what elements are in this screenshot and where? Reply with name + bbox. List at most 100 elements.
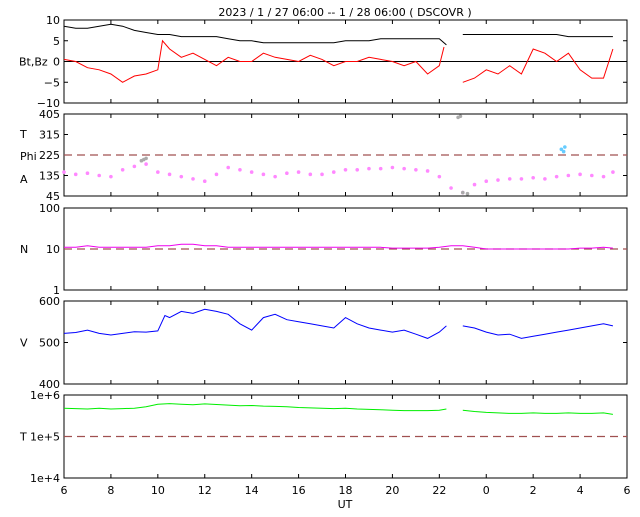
data-point-angle_scatter — [343, 168, 348, 172]
data-point-angle_scatter — [109, 174, 113, 179]
panel-frame — [63, 300, 628, 385]
x-tick-label: 8 — [107, 484, 114, 497]
y-tick-label: 1 — [53, 284, 60, 297]
y-axis-label: V — [20, 337, 28, 350]
data-point-angle_scatter — [261, 172, 266, 177]
panel-magnetic-field: 10 5 0 −5 −10 Bt,Bz — [19, 14, 628, 110]
data-point-angle_scatter — [543, 177, 547, 181]
data-point-angle_scatter — [285, 171, 289, 176]
x-tick-label: 6 — [624, 484, 631, 497]
y-tick-label: 500 — [39, 337, 60, 350]
data-point-angle_scatter — [179, 174, 184, 179]
y-axis-label: T — [19, 431, 27, 444]
data-point-angle_scatter — [578, 172, 582, 177]
data-point-angle_scatter — [73, 172, 78, 177]
data-point-angle_scatter — [590, 173, 594, 178]
data-point-angle_scatter — [167, 172, 172, 177]
y-tick-label: 405 — [39, 108, 60, 121]
data-point-angle_scatter — [226, 165, 231, 170]
y-tick-label: 10 — [46, 243, 60, 256]
y-axis-label: N — [20, 243, 28, 256]
data-point-angle_scatter — [320, 172, 324, 177]
data-point-angle_scatter — [296, 170, 301, 174]
series-line-speed — [63, 308, 614, 339]
x-tick-label: 12 — [198, 484, 212, 497]
panel-angles: 405 315 225 135 45 T Phi A — [19, 108, 628, 203]
y-tick-label: 600 — [39, 295, 60, 308]
series-line-temperature — [63, 403, 613, 415]
data-point-angle_scatter — [367, 166, 371, 171]
y-tick-label: 315 — [39, 129, 60, 142]
y-tick-label: 135 — [39, 170, 60, 183]
data-point-angle_scatter — [496, 178, 500, 182]
x-tick-label: 16 — [292, 484, 306, 497]
series-line-bz — [63, 39, 614, 83]
data-point-temp_scatter — [458, 114, 463, 119]
x-tick-label: 20 — [385, 484, 399, 497]
data-point-angle_scatter — [331, 170, 336, 174]
data-point-angle_scatter — [566, 173, 571, 178]
data-point-angle_scatter — [390, 165, 395, 170]
data-point-angle_scatter — [62, 170, 66, 174]
data-point-angle_scatter — [120, 168, 125, 172]
data-point-angle_scatter — [414, 168, 418, 172]
data-point-angle_scatter — [273, 174, 277, 179]
y-tick-label: 100 — [39, 202, 60, 215]
panel-temperature: 6 8 10 12 14 16 18 20 22 0 2 4 6 1e+6 1e+5 1e+4 T — [19, 389, 631, 497]
y-tick-label: −10 — [37, 97, 60, 110]
y-axis-label: T — [19, 128, 27, 141]
data-point-angle_scatter — [97, 173, 101, 178]
data-point-angle_scatter — [402, 166, 406, 171]
x-tick-label: 0 — [483, 484, 490, 497]
y-tick-label: 0 — [53, 56, 60, 69]
data-point-angle_scatter — [144, 162, 148, 166]
data-point-angle_scatter — [507, 177, 512, 181]
data-point-angle_scatter — [601, 174, 606, 179]
y-axis-label: Bt,Bz — [19, 56, 48, 69]
data-point-angle_scatter — [484, 179, 489, 183]
data-point-angle_scatter — [611, 170, 615, 174]
data-point-angle_scatter — [202, 179, 207, 183]
data-point-angle_scatter — [437, 174, 442, 179]
data-point-angle_scatter — [425, 169, 430, 173]
data-point-angle_scatter — [249, 170, 254, 174]
x-tick-label: 10 — [151, 484, 165, 497]
x-tick-label: 14 — [245, 484, 259, 497]
data-point-angle_scatter — [156, 170, 160, 174]
y-tick-label: 225 — [39, 149, 60, 162]
y-tick-label: 1e+4 — [30, 472, 60, 485]
x-tick-label: 4 — [577, 484, 584, 497]
x-tick-label: 2 — [530, 484, 537, 497]
x-tick-label: 22 — [432, 484, 446, 497]
data-point-angle_scatter — [472, 182, 477, 187]
data-point-angle_scatter — [85, 171, 90, 176]
x-tick-label: 18 — [339, 484, 353, 497]
y-axis-label: Phi — [20, 150, 37, 163]
data-point-angle_scatter — [238, 168, 242, 172]
series-line-density — [64, 243, 613, 250]
y-tick-label: 400 — [39, 378, 60, 391]
panel-density: 100 10 1 N — [20, 202, 628, 297]
data-point-angle_scatter — [378, 166, 383, 171]
panels-group: 1050−5−10Bt,Bz40531522513545TPhiA100101N… — [19, 14, 631, 497]
y-tick-label: 10 — [46, 14, 60, 27]
data-point-angle_scatter — [214, 172, 219, 177]
data-point-angle_scatter — [308, 172, 313, 177]
x-axis-label: UT — [338, 498, 353, 511]
data-point-angle_scatter — [449, 186, 453, 190]
data-point-temp_scatter — [460, 190, 465, 195]
y-tick-label: 5 — [53, 35, 60, 48]
data-point-temp_scatter — [465, 191, 470, 196]
y-tick-label: 1e+5 — [30, 431, 60, 444]
panel-speed: 600 500 400 V — [20, 295, 628, 391]
y-tick-label: −5 — [44, 76, 60, 89]
series-line-bt — [63, 23, 613, 46]
y-axis-label: A — [20, 173, 28, 186]
chart-title: 2023 / 1 / 27 06:00 -- 1 / 28 06:00 ( DS… — [218, 6, 471, 19]
data-point-phi_scatter — [559, 147, 564, 152]
y-tick-label: 1e+6 — [30, 389, 60, 402]
data-point-angle_scatter — [132, 164, 137, 169]
data-point-angle_scatter — [554, 174, 559, 179]
